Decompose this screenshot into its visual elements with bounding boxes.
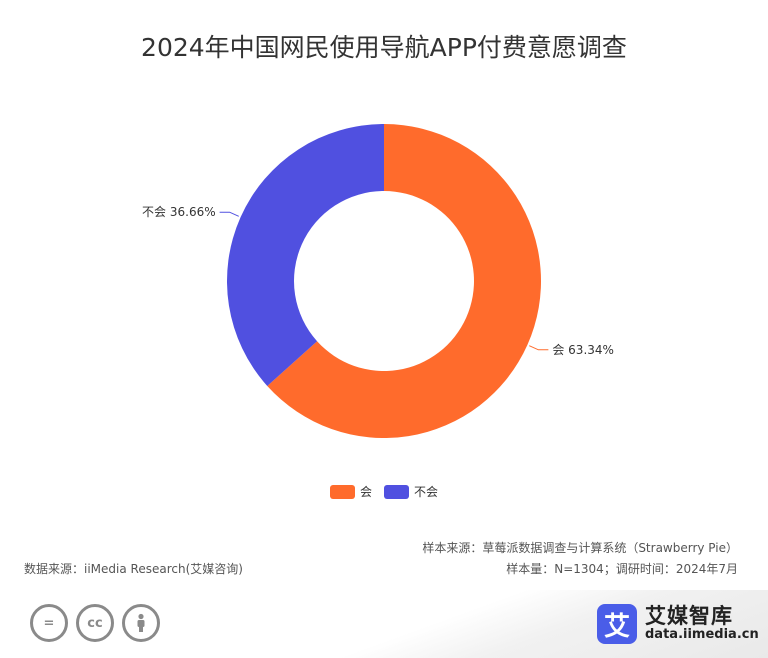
legend-swatch-yes [329, 484, 355, 499]
leader-line-yes [529, 345, 549, 351]
slice-no[interactable] [226, 124, 384, 387]
chart-title: 2024年中国网民使用导航APP付费意愿调查 [141, 33, 627, 62]
legend-label-no: 不会 [414, 485, 439, 499]
legend-item-yes[interactable]: 会 [329, 483, 372, 500]
chart-legend: 会 不会 [0, 483, 768, 500]
sample-size-note: 样本量：N=1304；调研时间：2024年7月 [506, 562, 738, 576]
brand-logo: 艾 [597, 604, 637, 644]
brand-name: 艾媒智库 [645, 604, 733, 629]
equals-icon: = [30, 604, 68, 642]
slice-yes[interactable] [267, 124, 541, 438]
brand: 艾 艾媒智库 data.iimedia.cn [597, 604, 759, 644]
data-source-note: 数据来源：iiMedia Research(艾媒咨询) [24, 562, 243, 576]
brand-url: data.iimedia.cn [645, 627, 759, 643]
legend-item-no[interactable]: 不会 [384, 483, 438, 500]
legend-swatch-no [384, 484, 409, 499]
license-icons: = cc [30, 604, 160, 642]
donut-chart: 会 63.34% 不会 36.66% [142, 124, 614, 438]
slice-label-no: 不会 36.66% [142, 205, 216, 219]
leader-line-no [219, 211, 239, 217]
cc-icon: cc [76, 604, 114, 642]
legend-label-yes: 会 [359, 485, 372, 499]
slice-label-yes: 会 63.34% [552, 343, 614, 357]
sample-source-note: 样本来源：草莓派数据调查与计算系统（Strawberry Pie） [422, 541, 738, 555]
person-icon [122, 604, 160, 642]
